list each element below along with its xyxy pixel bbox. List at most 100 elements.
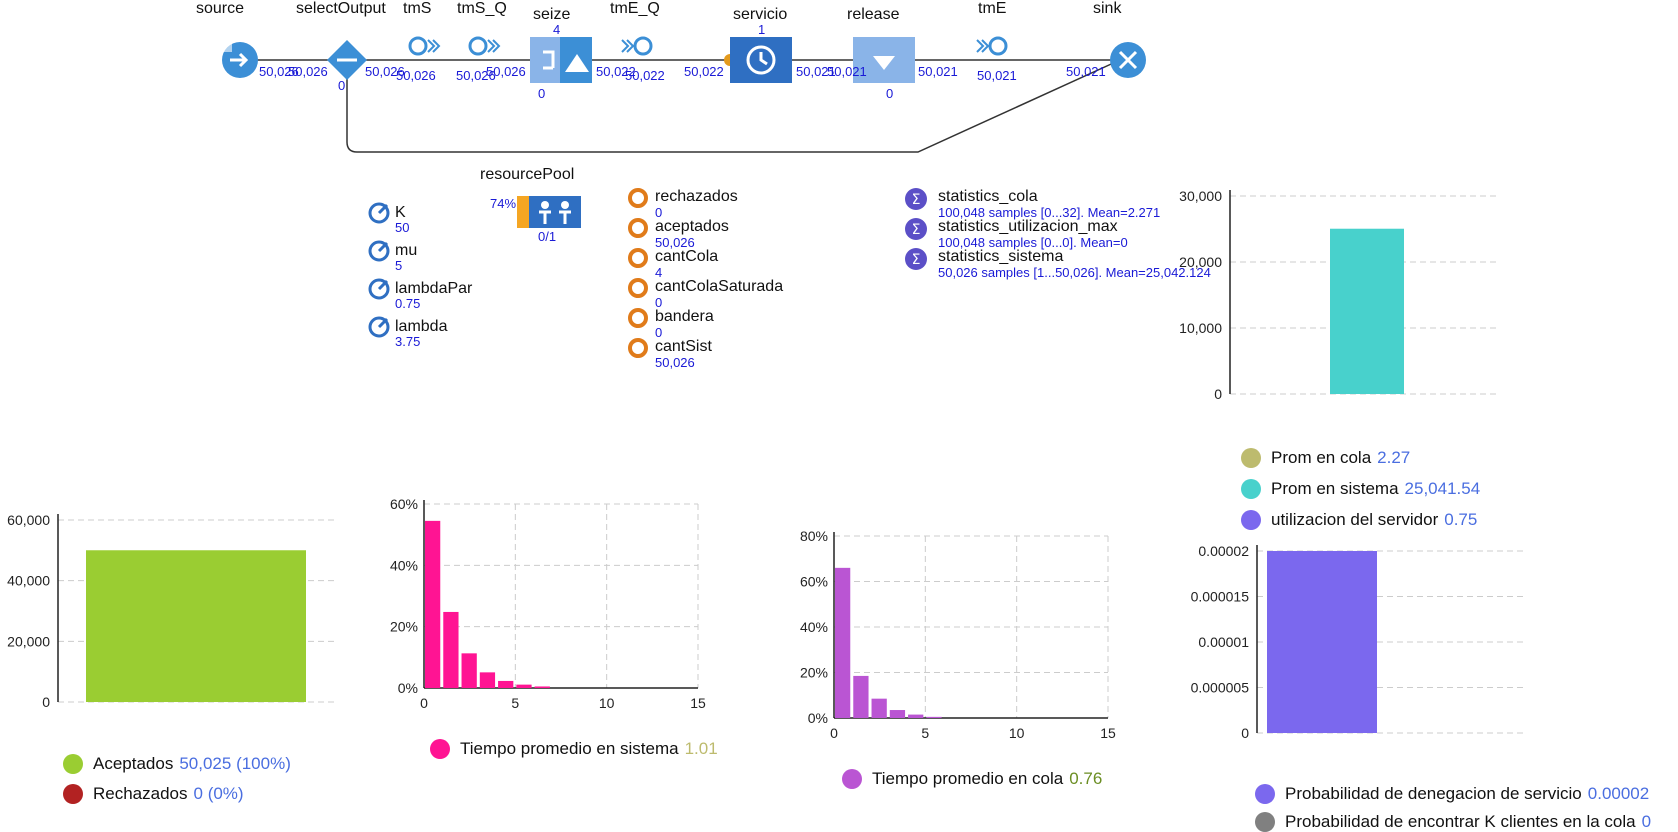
histogram-bar-7 xyxy=(534,686,550,688)
count-tme: 50,021 xyxy=(977,68,1017,83)
histogram-bar-6 xyxy=(516,684,532,688)
legend-dot xyxy=(430,739,450,759)
sigma-icon: Σ xyxy=(905,188,927,210)
variable-icon xyxy=(628,308,648,328)
variable-value: 0 xyxy=(655,205,663,220)
y-tick-label: 0 xyxy=(1214,386,1222,402)
count-source-out: 50,026 xyxy=(259,64,299,79)
legend-prom-cola[interactable]: Prom en cola 2.27 xyxy=(1241,448,1410,468)
legend-label: Tiempo promedio en sistema xyxy=(460,739,679,758)
legend-value: 50,025 (100%) xyxy=(179,754,291,773)
legend-tiempo-sistema[interactable]: Tiempo promedio en sistema 1.01 xyxy=(430,739,718,759)
parameter-name: mu xyxy=(395,242,418,259)
hist-cola-chart: 0% 20% 40% 60% 80% 0 5 10 15 xyxy=(800,528,1116,741)
count-servicio: 1 xyxy=(758,22,766,37)
bar-2 xyxy=(1330,228,1404,394)
statistics-name: statistics_cola xyxy=(938,188,1038,205)
legend-dot xyxy=(1241,510,1261,530)
tms-q-timer-icon[interactable] xyxy=(468,36,501,56)
y-tick-label: 40,000 xyxy=(7,573,50,589)
tms-timer-icon[interactable] xyxy=(408,36,441,56)
averages-bar-chart: 0 10,000 20,000 30,000 xyxy=(1179,188,1500,402)
legend-value: 0.75 xyxy=(1444,510,1478,529)
parameter-value: 50 xyxy=(395,220,410,235)
y-tick-label: 60% xyxy=(800,574,828,590)
y-tick-label: 20,000 xyxy=(1179,254,1222,270)
legend-dot xyxy=(1241,479,1261,499)
histogram-bar-1 xyxy=(425,520,441,688)
variable-icon xyxy=(628,278,648,298)
source-icon[interactable] xyxy=(222,42,258,78)
variable-icon xyxy=(628,248,648,268)
legend-prob-k-clientes[interactable]: Probabilidad de encontrar K clientes en … xyxy=(1255,812,1651,832)
legend-label: utilizacion del servidor xyxy=(1271,510,1439,529)
variable-name: cantColaSaturada xyxy=(655,278,784,295)
legend-aceptados[interactable]: Aceptados 50,025 (100%) xyxy=(63,754,291,774)
block-label-select-output: selectOutput xyxy=(296,0,386,17)
parameter-value: 0.75 xyxy=(395,296,421,311)
legend-prom-sistema[interactable]: Prom en sistema 25,041.54 xyxy=(1241,479,1480,499)
parameter-name: K xyxy=(395,204,406,221)
block-label-tme-q: tmE_Q xyxy=(610,0,660,17)
block-label-tms-q: tmS_Q xyxy=(457,0,507,17)
count-sink-in: 50,021 xyxy=(1066,64,1106,79)
y-tick-label: 40% xyxy=(390,557,418,573)
block-label-source: source xyxy=(196,0,245,17)
legend-label: Prom en sistema xyxy=(1271,479,1399,498)
resource-pool-icon[interactable] xyxy=(517,196,583,230)
sigma-icon: Σ xyxy=(905,248,927,270)
count-release-zero: 0 xyxy=(886,86,894,101)
block-label-sink: sink xyxy=(1093,0,1122,17)
legend-rechazados[interactable]: Rechazados 0 (0%) xyxy=(63,784,244,804)
variable-icon xyxy=(628,188,648,208)
block-label-servicio: servicio xyxy=(733,6,788,23)
count-release-out: 50,021 xyxy=(918,64,958,79)
y-tick-label: 0.00002 xyxy=(1198,543,1249,559)
histogram-bar-5 xyxy=(498,680,514,688)
legend-utilizacion[interactable]: utilizacion del servidor 0.75 xyxy=(1241,510,1477,530)
variable-name: aceptados xyxy=(655,218,729,235)
count-tms: 50,026 xyxy=(396,68,436,83)
parameter-icon xyxy=(368,240,390,262)
flow-diagram xyxy=(222,36,1146,153)
count-tme-q: 50,022 xyxy=(625,68,665,83)
release-icon[interactable] xyxy=(853,37,915,83)
variable-name: rechazados xyxy=(655,188,738,205)
parameter-icon xyxy=(368,316,390,338)
statistics-detail: 50,026 samples [1...50,026]. Mean=25,042… xyxy=(938,265,1211,280)
select-output-icon[interactable] xyxy=(327,40,367,80)
x-tick-label: 5 xyxy=(921,725,929,741)
y-tick-label: 60% xyxy=(390,496,418,512)
count-select-out: 50,026 xyxy=(365,64,405,79)
sink-icon[interactable] xyxy=(1110,42,1146,78)
y-tick-label: 10,000 xyxy=(1179,320,1222,336)
seize-icon[interactable] xyxy=(530,37,592,83)
y-tick-label: 60,000 xyxy=(7,512,50,528)
y-tick-label: 20% xyxy=(800,665,828,681)
histogram-bar-3 xyxy=(461,653,477,688)
tme-timer-icon[interactable] xyxy=(976,36,1008,56)
x-tick-label: 5 xyxy=(511,695,519,711)
legend-label: Prom en cola xyxy=(1271,448,1372,467)
servicio-icon[interactable] xyxy=(724,37,792,83)
histogram-bar-3 xyxy=(871,698,887,718)
variable-value: 0 xyxy=(655,325,663,340)
y-tick-label: 30,000 xyxy=(1179,188,1222,204)
y-tick-label: 0 xyxy=(42,694,50,710)
y-tick-label: 0 xyxy=(1241,725,1249,741)
resource-pool-label: resourcePool xyxy=(480,166,575,183)
legend-value: 0.76 xyxy=(1069,769,1103,788)
x-tick-label: 15 xyxy=(690,695,706,711)
statistics-name: statistics_utilizacion_max xyxy=(938,218,1118,235)
y-tick-label: 20,000 xyxy=(7,633,50,649)
hist-sistema-chart: 0% 20% 40% 60% 0 5 10 15 xyxy=(390,496,706,711)
tme-q-timer-icon[interactable] xyxy=(621,36,653,56)
histogram-bar-6 xyxy=(926,716,942,718)
legend-value: 0.00002 xyxy=(1587,784,1650,803)
legend-tiempo-cola[interactable]: Tiempo promedio en cola 0.76 xyxy=(842,769,1102,789)
parameter-value: 5 xyxy=(395,258,403,273)
legend-value: 25,041.54 xyxy=(1404,479,1481,498)
legend-prob-denegacion[interactable]: Probabilidad de denegacion de servicio 0… xyxy=(1255,784,1649,804)
legend-value: 1.01 xyxy=(684,739,718,758)
variable-value: 4 xyxy=(655,265,663,280)
